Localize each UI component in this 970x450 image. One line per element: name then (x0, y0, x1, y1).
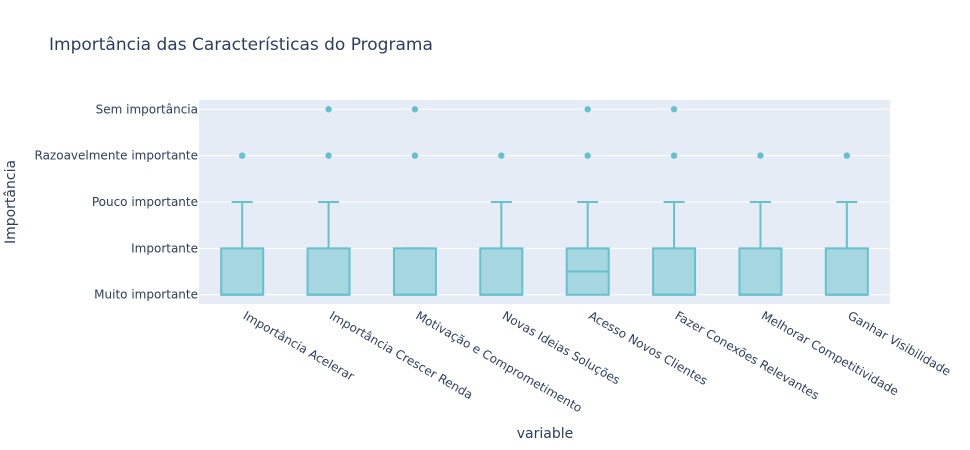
outlier-point (584, 106, 591, 113)
outlier-point (411, 106, 419, 113)
box-body (824, 247, 869, 296)
outlier-point (498, 152, 505, 159)
outlier-point (584, 152, 591, 159)
box-6 (738, 152, 783, 296)
box-7 (824, 152, 869, 296)
y-tick-label: Razoavelmente importante (35, 149, 199, 163)
box-2 (392, 106, 437, 296)
box-body (479, 247, 524, 296)
outlier-point (843, 152, 851, 159)
x-tick-label: Importância Crescer Renda (327, 308, 475, 402)
x-tick-label: Fazer Conexões Relevantes (673, 308, 822, 402)
box-0 (220, 152, 265, 296)
y-tick-label: Muito importante (94, 288, 198, 302)
outlier-point (757, 152, 764, 159)
outlier-point (325, 106, 332, 113)
box-3 (479, 152, 524, 296)
box-body (652, 247, 697, 296)
y-tick-label: Sem importância (96, 102, 198, 116)
chart-title: Importância das Características do Progr… (49, 35, 433, 55)
outlier-point (325, 152, 332, 159)
y-tick-label: Importante (131, 241, 198, 255)
y-axis-title: Importância (3, 160, 19, 244)
outlier-point (670, 152, 678, 159)
outlier-point (670, 106, 678, 113)
box-4 (565, 106, 610, 296)
y-axis-ticks: Muito importante Importante Pouco importan… (35, 102, 199, 301)
box-1 (306, 106, 351, 296)
outlier-point (411, 152, 419, 159)
box-body (392, 247, 437, 296)
x-tick-label: Motivação e Comprometimento (413, 308, 584, 415)
y-tick-label: Pouco importante (92, 195, 198, 209)
box-5 (652, 106, 697, 296)
x-axis-title: variable (517, 426, 573, 442)
box-series (220, 106, 869, 296)
outlier-point (238, 152, 246, 159)
x-tick-label: Melhorar Competitividade (759, 308, 901, 398)
box-body (738, 247, 783, 296)
box-body (306, 247, 351, 296)
box-body (220, 247, 265, 296)
